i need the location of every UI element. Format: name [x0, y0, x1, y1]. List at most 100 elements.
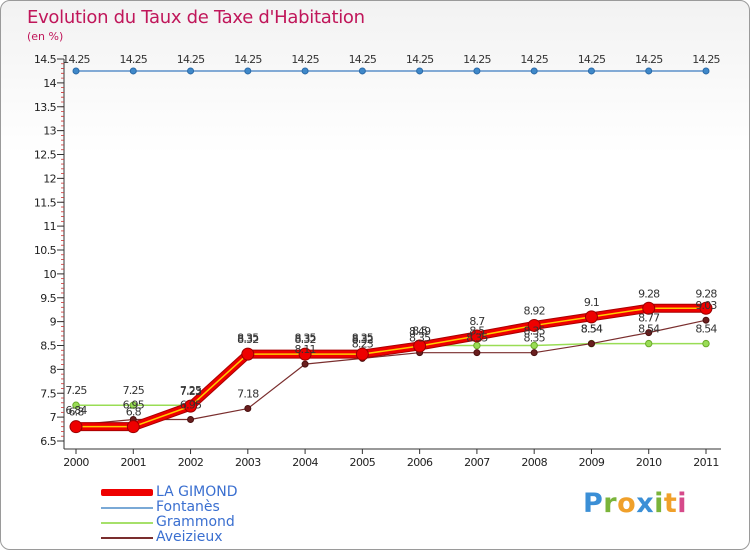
y-tick-label: 14: [43, 77, 56, 90]
data-label-la-gimond: 6.8: [126, 406, 142, 419]
data-label-aveizieux: 6.84: [65, 404, 87, 417]
data-point-grammond: [702, 339, 710, 348]
legend-label: Aveizieux: [156, 529, 223, 545]
y-tick-label: 9.5: [40, 292, 56, 305]
data-label-aveizieux: 9.03: [695, 299, 717, 312]
logo-letter: i: [677, 488, 688, 519]
data-label-la-gimond: 8.32: [237, 333, 258, 346]
data-point-la-gimond: [355, 347, 369, 361]
data-point-fontanes: [244, 67, 252, 75]
y-tick-label: 7.5: [40, 387, 56, 400]
data-point-aveizieux: [702, 316, 710, 324]
chart-series: [69, 67, 713, 434]
data-point-la-gimond: [584, 310, 598, 324]
data-label-la-gimond: 9.1: [584, 296, 599, 309]
logo-letter: t: [663, 488, 678, 519]
chart-unit-label: (en %): [27, 30, 64, 43]
logo-letter: o: [617, 488, 637, 519]
data-point-fontanes: [587, 67, 595, 75]
data-point-grammond: [129, 401, 137, 409]
x-tick-label: 2000: [63, 456, 89, 469]
data-label-grammond: 8.5: [412, 325, 428, 338]
data-point-fontanes: [358, 67, 366, 75]
chart-axes: 6.5 7 7.5 8 8.5 9 9.5 10 10.5 11 11.5 12 12.5 13 13.5 1…: [34, 53, 721, 469]
x-tick-label: 2005: [350, 456, 376, 469]
data-point-la-gimond: [241, 347, 255, 361]
data-label-aveizieux: 8.23: [352, 337, 374, 350]
data-label-fontanes: 14.25: [520, 53, 548, 66]
chart-title: Evolution du Taux de Taxe d'Habitation: [27, 7, 365, 28]
data-label-aveizieux: 8.35: [466, 332, 488, 345]
y-tick-label: 10.5: [34, 244, 57, 257]
data-point-aveizieux: [473, 349, 481, 357]
data-label-fontanes: 14.25: [177, 53, 205, 66]
x-tick-label: 2006: [407, 456, 433, 469]
y-tick-label: 9: [50, 316, 57, 329]
logo-letter: P: [583, 488, 604, 519]
y-tick-label: 12: [43, 172, 56, 185]
data-point-fontanes: [416, 67, 424, 75]
x-tick-label: 2003: [235, 456, 261, 469]
y-tick-label: 11.5: [34, 196, 57, 209]
data-label-la-gimond: 6.8: [68, 406, 84, 419]
data-label-aveizieux: 8.77: [638, 312, 660, 325]
data-point-fontanes: [72, 67, 80, 75]
data-point-la-gimond: [69, 420, 83, 434]
data-label-fontanes: 14.25: [349, 53, 377, 66]
data-point-grammond: [72, 401, 80, 409]
data-point-fontanes: [301, 67, 309, 75]
x-tick-label: 2008: [521, 456, 547, 469]
y-tick-label: 6.5: [40, 435, 56, 448]
data-label-grammond: 8.35: [237, 332, 259, 345]
data-label-la-gimond: 8.49: [409, 325, 431, 338]
data-label-fontanes: 14.25: [635, 53, 663, 66]
y-tick-label: 8: [50, 363, 57, 376]
data-point-la-gimond: [527, 318, 541, 332]
data-label-fontanes: 14.25: [120, 53, 148, 66]
data-point-la-gimond: [699, 301, 713, 315]
legend-label: Grammond: [156, 514, 235, 530]
data-label-aveizieux: 8.35: [524, 332, 546, 345]
data-point-aveizieux: [645, 329, 653, 337]
data-point-aveizieux: [244, 405, 252, 413]
x-tick-label: 2002: [178, 456, 204, 469]
data-point-fontanes: [645, 67, 653, 75]
legend-swatch: [101, 507, 153, 509]
proxiti-logo: Proxiti: [583, 488, 687, 519]
data-label-fontanes: 14.25: [406, 53, 434, 66]
x-tick-label: 2009: [579, 456, 605, 469]
data-label-grammond: 7.25: [180, 384, 202, 397]
data-point-la-gimond: [413, 339, 427, 353]
x-tick-label: 2011: [693, 456, 719, 469]
data-label-grammond: 8.35: [352, 332, 374, 345]
data-label-aveizieux: 8.35: [409, 332, 431, 345]
data-point-fontanes: [530, 67, 538, 75]
data-point-aveizieux: [530, 349, 538, 357]
data-label-grammond: 8.35: [294, 332, 316, 345]
x-tick-label: 2010: [636, 456, 662, 469]
legend-swatch: [101, 537, 153, 539]
legend-swatch: [101, 489, 153, 496]
legend-label: LA GIMOND: [156, 484, 238, 500]
data-label-la-gimond: 8.7: [469, 315, 485, 328]
data-label-aveizieux: 7.18: [237, 388, 259, 401]
data-point-la-gimond: [184, 399, 198, 413]
x-tick-label: 2007: [464, 456, 490, 469]
data-point-la-gimond: [470, 329, 484, 343]
data-label-fontanes: 14.25: [463, 53, 491, 66]
y-tick-label: 11: [43, 220, 56, 233]
logo-letter: x: [636, 488, 655, 519]
series-line-la-gimond-highlight: [76, 307, 706, 428]
data-label-grammond: 8.54: [638, 323, 660, 336]
x-tick-label: 2001: [120, 456, 146, 469]
data-label-aveizieux: 8.54: [581, 323, 603, 336]
y-tick-label: 10: [43, 268, 56, 281]
data-label-fontanes: 14.25: [234, 53, 262, 66]
data-label-la-gimond: 9.28: [638, 287, 660, 300]
data-label-la-gimond: 7.23: [180, 385, 202, 398]
legend-swatch: [101, 522, 153, 524]
data-label-aveizieux: 6.95: [180, 399, 202, 412]
data-label-grammond: 7.25: [123, 384, 145, 397]
y-tick-label: 13: [43, 125, 56, 138]
